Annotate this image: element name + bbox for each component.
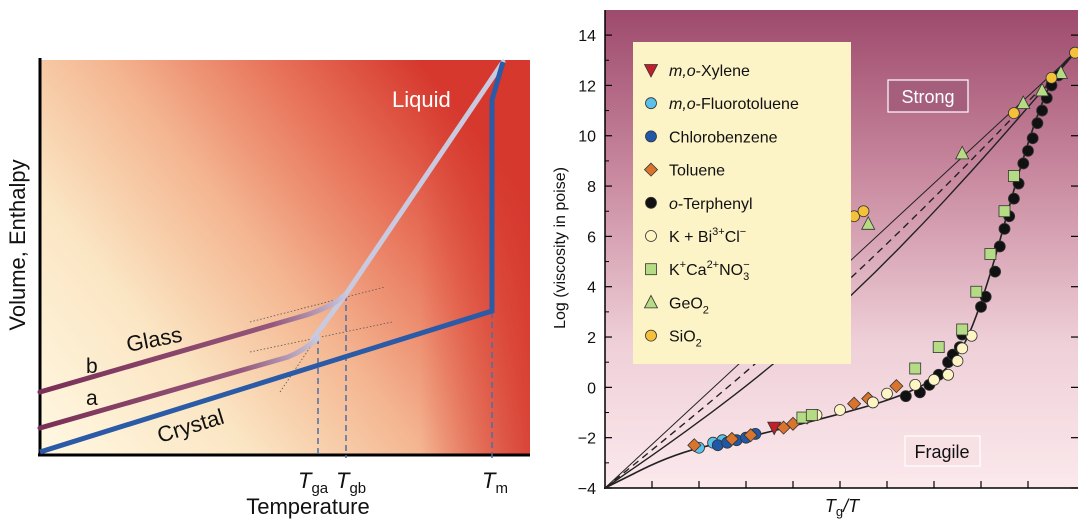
legend-label: m,o-Fluorotoluene bbox=[669, 96, 799, 113]
data-point bbox=[1070, 47, 1078, 58]
legend-marker bbox=[646, 197, 657, 208]
data-point bbox=[933, 342, 944, 353]
curve-a-label: a bbox=[86, 387, 98, 410]
tick-label-tm: Tm bbox=[482, 468, 508, 497]
y-tick-label: −4 bbox=[578, 481, 596, 498]
melt-zone-shading bbox=[420, 60, 530, 454]
legend-label: m,o-Xylene bbox=[669, 63, 750, 80]
data-point bbox=[990, 266, 1001, 277]
y-tick-label: 10 bbox=[578, 129, 596, 146]
left-diagram-panel: Liquid Glass Crystal b a Volume, Enthalp… bbox=[0, 0, 530, 520]
data-point bbox=[957, 324, 968, 335]
data-point bbox=[858, 206, 869, 217]
data-point bbox=[835, 405, 846, 416]
fragile-label: Fragile bbox=[914, 442, 969, 462]
data-point bbox=[1008, 193, 1019, 204]
legend-label: K + Bi3+Cl− bbox=[669, 226, 746, 246]
y-tick-label: 0 bbox=[587, 380, 596, 397]
left-y-axis-label: Volume, Enthalpy bbox=[5, 159, 30, 330]
data-point bbox=[999, 206, 1010, 217]
data-point bbox=[985, 249, 996, 260]
data-point bbox=[900, 391, 911, 402]
data-point bbox=[971, 286, 982, 297]
strong-label: Strong bbox=[901, 87, 954, 107]
y-tick-label: 12 bbox=[578, 78, 596, 95]
y-tick-label: 8 bbox=[587, 179, 596, 196]
data-point bbox=[952, 355, 963, 366]
tick-label-tgb: Tgb bbox=[336, 468, 366, 497]
y-tick-label: 6 bbox=[587, 229, 596, 246]
data-point bbox=[806, 410, 817, 421]
legend-marker bbox=[646, 330, 657, 341]
legend-marker bbox=[646, 98, 657, 109]
tick-label-tga: Tga bbox=[298, 468, 329, 497]
legend-label: Chlorobenzene bbox=[669, 129, 778, 146]
data-point bbox=[910, 363, 921, 374]
legend-marker bbox=[646, 131, 657, 142]
data-point bbox=[929, 374, 940, 385]
data-point bbox=[943, 369, 954, 380]
data-point bbox=[999, 223, 1010, 234]
volume-temperature-diagram: Liquid Glass Crystal b a Volume, Enthalp… bbox=[0, 0, 530, 520]
data-point bbox=[1037, 105, 1048, 116]
data-point bbox=[867, 397, 878, 408]
right-x-axis-label: Tg/T bbox=[825, 496, 861, 519]
legend-label: Toluene bbox=[669, 163, 725, 180]
y-tick-label: 4 bbox=[587, 280, 596, 297]
right-chart-panel: −4 −2 0 2 4 6 8 10 12 14 Strong Fragile m,o-Xylen… bbox=[530, 0, 1078, 520]
data-point bbox=[910, 379, 921, 390]
data-point bbox=[1046, 72, 1057, 83]
data-point bbox=[1008, 171, 1019, 182]
right-y-axis-label: Log (viscosity in poise) bbox=[552, 167, 569, 329]
data-point bbox=[976, 301, 987, 312]
data-point bbox=[1027, 133, 1038, 144]
legend-marker bbox=[646, 264, 657, 275]
left-x-axis-label: Temperature bbox=[246, 494, 370, 519]
data-point bbox=[1018, 158, 1029, 169]
y-tick-label: 14 bbox=[578, 28, 596, 45]
data-point bbox=[1023, 145, 1034, 156]
data-point bbox=[1032, 118, 1043, 129]
data-point bbox=[957, 343, 968, 354]
y-tick-label: −2 bbox=[578, 431, 596, 448]
data-point bbox=[882, 388, 893, 399]
y-tick-label: 2 bbox=[587, 330, 596, 347]
legend-label: o-Terphenyl bbox=[669, 196, 753, 213]
viscosity-chart: −4 −2 0 2 4 6 8 10 12 14 Strong Fragile m,o-Xylen… bbox=[530, 0, 1078, 520]
data-point bbox=[1008, 108, 1019, 119]
curve-b-label: b bbox=[86, 355, 98, 378]
legend-marker bbox=[646, 231, 657, 242]
liquid-label: Liquid bbox=[392, 87, 451, 112]
